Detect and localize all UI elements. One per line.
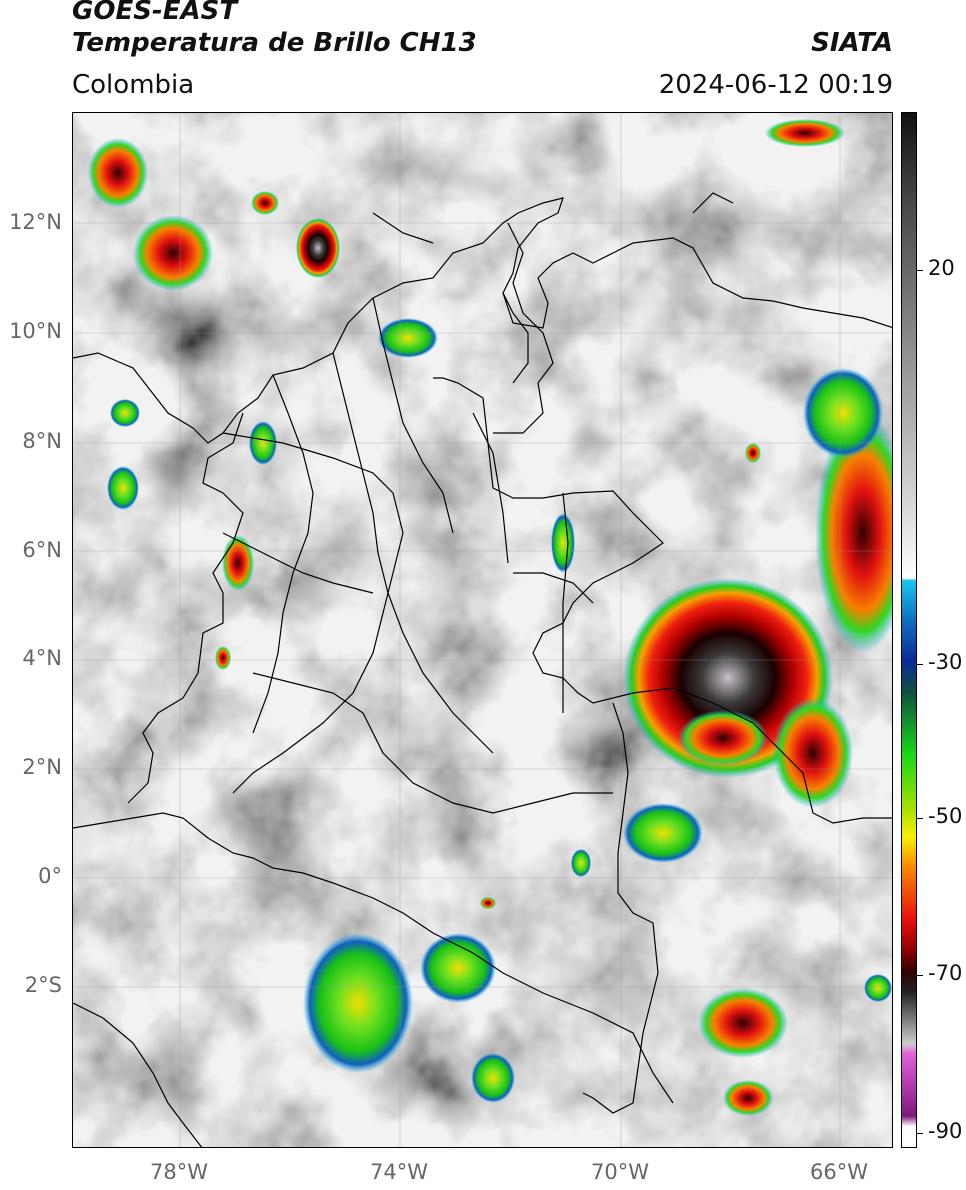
lat-label: 4°N [0, 646, 62, 670]
satellite-title: GOES-EAST [72, 0, 237, 26]
lon-label: 74°W [359, 1160, 439, 1184]
lat-label: 12°N [0, 210, 62, 234]
lat-label: 2°N [0, 755, 62, 779]
region-label: Colombia [72, 70, 194, 100]
lon-label: 70°W [580, 1160, 660, 1184]
colorbar-tick [917, 270, 923, 271]
colorbar-tick [917, 664, 923, 665]
product-title: Temperatura de Brillo CH13 [72, 28, 477, 58]
colorbar-tick [917, 1133, 923, 1134]
colorbar-label: -50 [928, 804, 962, 828]
colorbar-label: -90 [928, 1119, 962, 1143]
colorbar-label: 20 [928, 256, 955, 280]
lat-label: 10°N [0, 319, 62, 343]
lon-label: 78°W [139, 1160, 219, 1184]
brand-label: SIATA [811, 28, 893, 58]
satellite-map [72, 112, 893, 1148]
lat-label: 0° [0, 864, 62, 888]
colorbar-label: -30 [928, 650, 962, 674]
colorbar [901, 112, 917, 1148]
colorbar-label: -70 [928, 961, 962, 985]
lat-label: 6°N [0, 538, 62, 562]
lon-label: 66°W [799, 1160, 879, 1184]
colorbar-tick [917, 818, 923, 819]
lat-label: 2°S [0, 973, 62, 997]
lat-label: 8°N [0, 429, 62, 453]
timestamp-label: 2024-06-12 00:19 [659, 70, 893, 100]
satellite-imagery [73, 113, 893, 1148]
colorbar-tick [917, 975, 923, 976]
